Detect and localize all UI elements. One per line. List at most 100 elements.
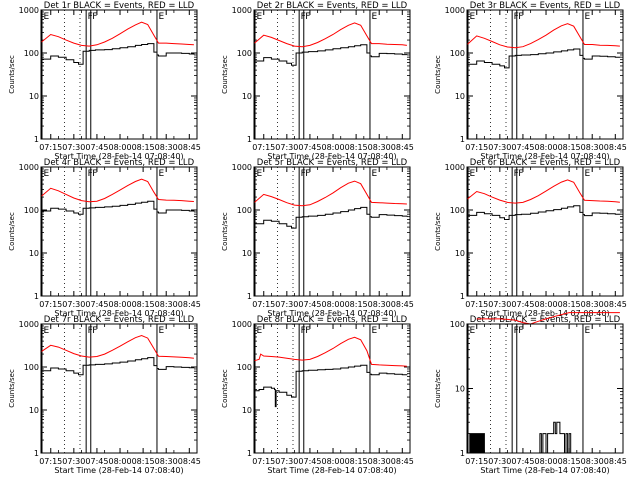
x-tick-label: 07:30 xyxy=(488,457,511,466)
x-tick-label: 08:15 xyxy=(558,143,581,152)
x-tick-label: 08:00 xyxy=(108,143,131,152)
event-marker-label: F xyxy=(305,326,310,336)
event-marker-label: E xyxy=(44,12,50,22)
chart-panel-6: Det 6r BLACK = Events, RED = LLD Counts/s… xyxy=(434,158,627,318)
x-tick-label: 08:30 xyxy=(581,143,604,152)
y-axis-label: Counts/sec xyxy=(221,55,229,94)
event-marker-label: F xyxy=(88,326,93,336)
x-axis-label: Start Time (28-Feb-14 07:08:40) xyxy=(267,309,396,318)
event-marker-label: E xyxy=(584,326,590,336)
y-axis-label: Counts/sec xyxy=(434,55,442,94)
series-line-lld xyxy=(41,334,194,359)
x-tick-label: 08:45 xyxy=(604,300,627,309)
y-tick-label: 10 xyxy=(29,92,39,101)
plot-frame xyxy=(466,9,624,140)
chart-title: Det 7r BLACK = Events, RED = LLD xyxy=(44,315,195,325)
x-tick-label: 08:15 xyxy=(132,457,155,466)
series-line-events xyxy=(254,206,408,229)
series-line-events xyxy=(467,205,621,220)
x-axis-label: Start Time (28-Feb-14 07:08:40) xyxy=(480,466,609,475)
event-marker-label: E xyxy=(158,326,164,336)
event-marker-label: F xyxy=(518,12,523,22)
x-tick-label: 07:45 xyxy=(298,143,321,152)
y-axis-label: Counts/sec xyxy=(434,369,442,408)
x-tick-label: 07:30 xyxy=(62,300,85,309)
x-axis-label: Start Time (28-Feb-14 07:08:40) xyxy=(480,309,609,318)
y-axis-label: Counts/sec xyxy=(8,369,16,408)
x-tick-label: 07:30 xyxy=(488,143,511,152)
x-tick-label: 08:15 xyxy=(345,143,368,152)
chart-panel-7: Det 7r BLACK = Events, RED = LLD Counts/s… xyxy=(8,315,201,475)
y-tick-label: 10 xyxy=(242,406,252,415)
event-marker-label: E xyxy=(470,169,476,179)
event-marker-label: F xyxy=(92,12,97,22)
x-tick-label: 08:45 xyxy=(178,300,201,309)
y-tick-label: 1 xyxy=(247,135,252,144)
event-marker-label: F xyxy=(305,12,310,22)
series-line-events xyxy=(41,357,195,376)
chart-panel-4: Det 4r BLACK = Events, RED = LLD Counts/s… xyxy=(8,158,201,318)
event-marker-label: F xyxy=(514,326,519,336)
y-tick-label: 1000 xyxy=(445,6,465,15)
event-marker-label: E xyxy=(584,169,590,179)
event-marker-label: E xyxy=(44,169,50,179)
x-tick-label: 08:15 xyxy=(132,143,155,152)
series-line-events xyxy=(41,200,195,215)
event-marker-label: F xyxy=(301,12,306,22)
y-tick-label: 100 xyxy=(237,49,252,58)
x-tick-label: 07:15 xyxy=(465,457,488,466)
event-marker-label: E xyxy=(158,169,164,179)
plot-frame xyxy=(40,323,198,454)
y-tick-label: 100 xyxy=(24,49,39,58)
chart-title: Det 5r BLACK = Events, RED = LLD xyxy=(257,158,408,168)
event-marker-label: F xyxy=(305,169,310,179)
y-tick-label: 100 xyxy=(237,206,252,215)
y-tick-label: 1 xyxy=(247,449,252,458)
y-tick-label: 100 xyxy=(450,320,465,329)
x-tick-label: 07:15 xyxy=(465,300,488,309)
event-marker-label: F xyxy=(518,326,523,336)
y-axis-label: Counts/sec xyxy=(8,212,16,251)
y-tick-label: 10 xyxy=(455,385,465,394)
chart-panel-8: Det 8r BLACK = Events, RED = LLD Counts/s… xyxy=(221,315,414,475)
x-tick-label: 08:00 xyxy=(108,300,131,309)
x-tick-label: 07:15 xyxy=(465,143,488,152)
event-marker-label: F xyxy=(88,169,93,179)
x-tick-label: 07:15 xyxy=(252,143,275,152)
event-marker-label: F xyxy=(92,326,97,336)
y-axis-label: Counts/sec xyxy=(221,212,229,251)
series-line-lld xyxy=(254,22,407,48)
plot-frame xyxy=(466,323,624,454)
x-tick-label: 08:30 xyxy=(155,143,178,152)
y-tick-label: 10 xyxy=(242,92,252,101)
x-tick-label: 08:15 xyxy=(558,300,581,309)
plot-frame xyxy=(253,9,411,140)
y-tick-label: 1 xyxy=(34,292,39,301)
event-marker-label: E xyxy=(257,12,263,22)
x-tick-label: 08:45 xyxy=(391,143,414,152)
chart-panel-2: Det 2r BLACK = Events, RED = LLD Counts/s… xyxy=(221,1,414,161)
event-marker-label: F xyxy=(301,326,306,336)
chart-title: Det 9r BLACK = Events, RED = LLD xyxy=(470,315,621,325)
x-tick-label: 07:15 xyxy=(39,300,62,309)
y-axis-label: Counts/sec xyxy=(221,369,229,408)
x-tick-label: 08:00 xyxy=(108,457,131,466)
x-tick-label: 08:45 xyxy=(604,143,627,152)
chart-panel-9: Det 9r BLACK = Events, RED = LLD Counts/s… xyxy=(434,312,627,475)
x-tick-label: 08:45 xyxy=(391,300,414,309)
series-line-lld xyxy=(467,179,620,204)
y-tick-label: 1000 xyxy=(232,6,252,15)
y-tick-label: 1000 xyxy=(19,163,39,172)
event-marker-label: E xyxy=(371,169,377,179)
y-tick-label: 100 xyxy=(24,206,39,215)
series-line-events xyxy=(41,43,195,65)
plot-frame xyxy=(466,166,624,297)
x-tick-label: 08:30 xyxy=(581,457,604,466)
x-tick-label: 07:45 xyxy=(298,300,321,309)
plot-frame xyxy=(253,323,411,454)
chart-panel-1: Det 1r BLACK = Events, RED = LLD Counts/s… xyxy=(8,1,201,161)
x-tick-label: 07:15 xyxy=(252,300,275,309)
event-marker-label: F xyxy=(88,12,93,22)
x-tick-label: 08:30 xyxy=(368,300,391,309)
